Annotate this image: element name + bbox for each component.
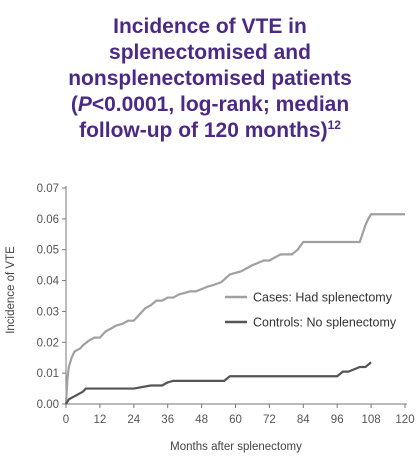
- x-tick-label: 0: [63, 414, 69, 426]
- y-tick-label: 0.03: [37, 306, 59, 318]
- y-tick-label: 0.04: [37, 276, 60, 288]
- x-tick-label: 24: [127, 414, 140, 426]
- x-axis-label: Months after splenectomy: [170, 441, 302, 453]
- y-axis-label: Incidence of VTE: [5, 246, 17, 334]
- series-line-cases: [64, 213, 405, 405]
- series-line-controls: [65, 361, 372, 405]
- x-tick-label: 120: [395, 414, 414, 426]
- chart-axes: 0.00 0.01 0.02 0.03 0.04 0.05 0.06 0.07 0 12 24 36 4…: [37, 183, 415, 426]
- y-tick-label: 0.02: [37, 337, 59, 349]
- x-tick-label: 36: [161, 414, 174, 426]
- chart-series: [64, 213, 405, 405]
- title-line-5-text: follow-up of 120 months): [79, 119, 328, 142]
- x-tick-label: 96: [331, 414, 344, 426]
- y-tick-label: 0.00: [37, 399, 59, 411]
- title-line-3: nonsplenectomised patients: [68, 67, 352, 90]
- x-tick-label: 108: [362, 414, 381, 426]
- title-line-5: follow-up of 120 months)12: [0, 118, 420, 144]
- x-tick-label: 84: [297, 414, 310, 426]
- x-tick-label: 48: [195, 414, 208, 426]
- title-line-1: Incidence of VTE in: [113, 15, 307, 38]
- legend-label: Controls: No splenectomy: [253, 316, 397, 330]
- y-tick-label: 0.05: [37, 245, 59, 257]
- x-tick-label: 60: [229, 414, 242, 426]
- x-tick-label: 12: [94, 414, 107, 426]
- title-line-4-open: (: [70, 93, 78, 116]
- title-line-2: splenectomised and: [109, 41, 311, 64]
- y-tick-label: 0.01: [37, 368, 59, 380]
- chart-title: Incidence of VTE in splenectomised and n…: [0, 14, 420, 144]
- chart-legend: Cases: Had splenectomy Controls: No splen…: [225, 291, 397, 330]
- title-line-4: (P<0.0001, log-rank; median: [0, 92, 420, 118]
- y-tick-label: 0.06: [37, 214, 59, 226]
- y-tick-label: 0.07: [37, 183, 59, 195]
- title-line-4-rest: <0.0001, log-rank; median: [91, 93, 350, 116]
- title-reference: 12: [327, 118, 341, 132]
- title-p-italic: P: [77, 93, 92, 116]
- x-tick-label: 72: [263, 414, 276, 426]
- legend-label: Cases: Had splenectomy: [253, 291, 393, 305]
